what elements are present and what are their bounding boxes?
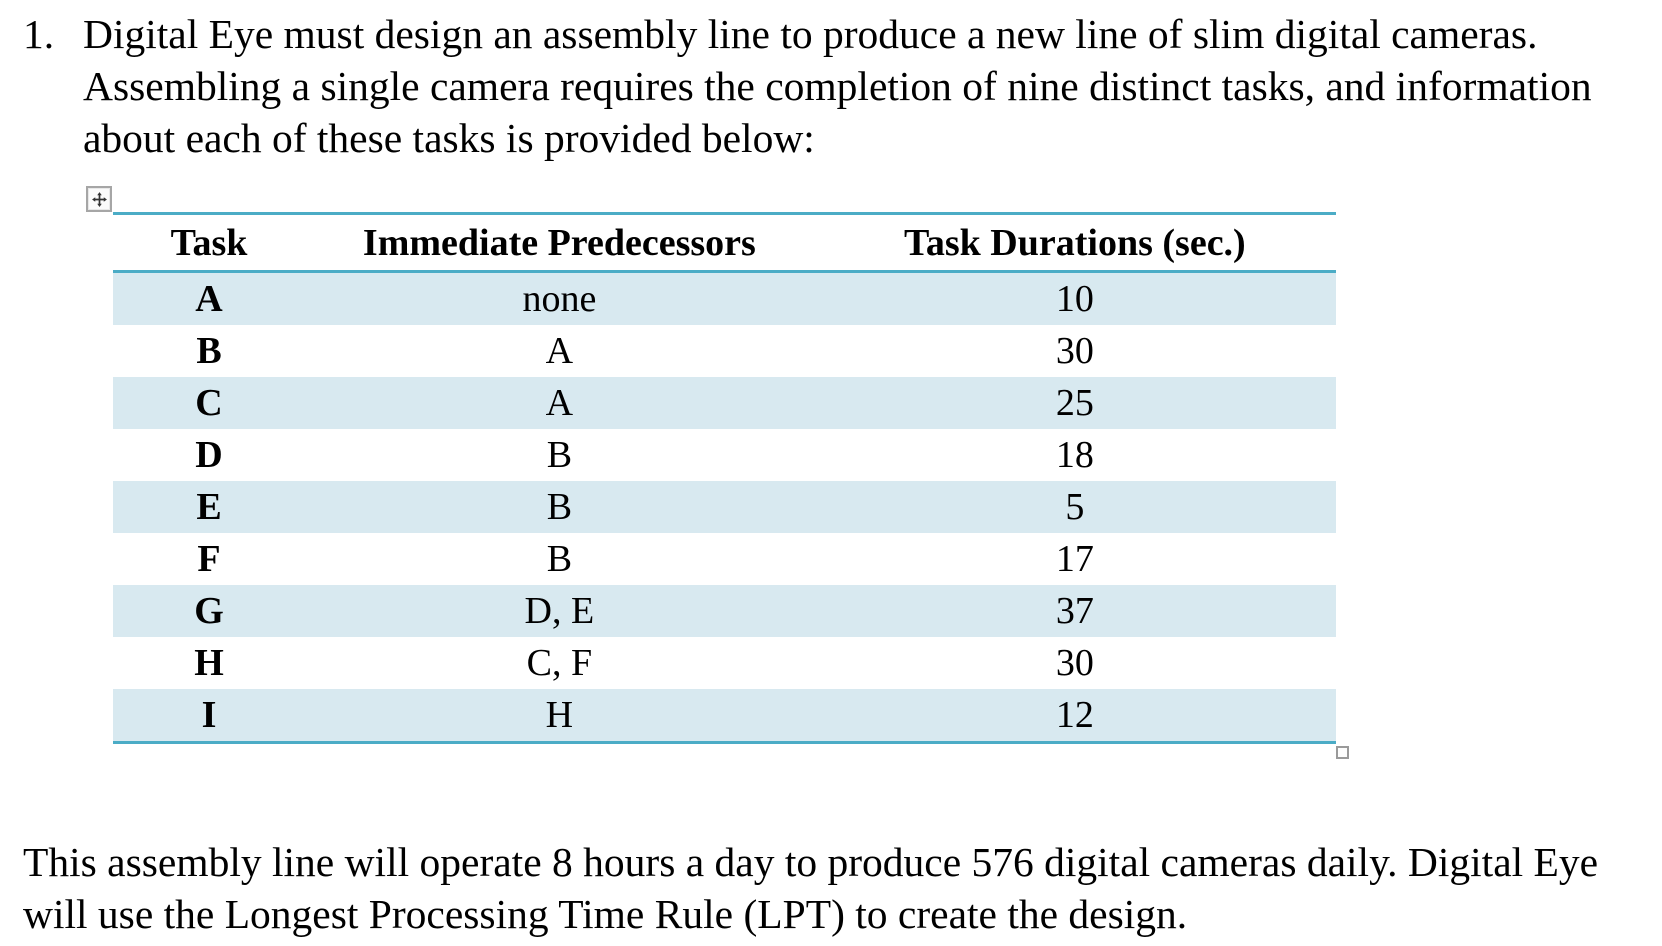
predecessors-cell: B bbox=[546, 538, 573, 580]
task-cell: H bbox=[194, 642, 224, 684]
column-header-task: Task bbox=[113, 213, 305, 273]
predecessors-cell: A bbox=[545, 330, 574, 372]
predecessors-cell: B bbox=[546, 434, 573, 476]
table-row: E B 5 bbox=[113, 481, 1336, 533]
predecessors-cell: H bbox=[305, 689, 814, 743]
duration-cell: 10 bbox=[813, 271, 1336, 325]
task-cell: E bbox=[113, 481, 305, 533]
task-cell: F bbox=[197, 538, 221, 580]
duration-cell: 37 bbox=[813, 585, 1336, 637]
predecessors-cell: D, E bbox=[305, 585, 814, 637]
column-header-durations: Task Durations (sec.) bbox=[813, 213, 1336, 273]
column-header-predecessors: Immediate Predecessors bbox=[305, 213, 814, 273]
predecessors-cell: B bbox=[305, 481, 814, 533]
text-line: Assembling a single camera requires the … bbox=[83, 63, 1592, 109]
problem-number: 1. bbox=[23, 11, 55, 57]
table-resize-handle[interactable] bbox=[1336, 746, 1349, 759]
table-row: I H 12 bbox=[113, 689, 1336, 743]
task-cell: G bbox=[113, 585, 305, 637]
duration-cell: 12 bbox=[813, 689, 1336, 743]
predecessors-cell: C, F bbox=[526, 642, 593, 684]
task-cell: C bbox=[113, 377, 305, 429]
text-line: Digital Eye must design an assembly line… bbox=[83, 11, 1538, 57]
task-cell: A bbox=[113, 271, 305, 325]
problem-text: Digital Eye must design an assembly line… bbox=[83, 8, 1643, 164]
table-row: C A 25 bbox=[113, 377, 1336, 429]
table-row: H C, F 30 bbox=[113, 637, 1336, 689]
duration-cell: 30 bbox=[1055, 642, 1094, 684]
move-arrows-icon bbox=[91, 191, 107, 207]
text-line: about each of these tasks is provided be… bbox=[83, 115, 815, 161]
table-move-handle[interactable] bbox=[86, 186, 112, 212]
text-line: This assembly line will operate 8 hours … bbox=[23, 839, 1599, 885]
task-cell: B bbox=[196, 330, 222, 372]
duration-cell: 5 bbox=[813, 481, 1336, 533]
predecessors-cell: A bbox=[305, 377, 814, 429]
footer-paragraph: This assembly line will operate 8 hours … bbox=[23, 836, 1653, 940]
duration-cell: 18 bbox=[1055, 434, 1094, 476]
duration-cell: 17 bbox=[1055, 538, 1094, 580]
duration-cell: 25 bbox=[813, 377, 1336, 429]
task-table: Task Immediate Predecessors Task Duratio… bbox=[113, 212, 1336, 744]
text-line: will use the Longest Processing Time Rul… bbox=[23, 891, 1188, 937]
task-table-container: Task Immediate Predecessors Task Duratio… bbox=[113, 212, 1336, 744]
table-row: A none 10 bbox=[113, 271, 1336, 325]
table-row: D B 18 bbox=[113, 429, 1336, 481]
duration-cell: 30 bbox=[1055, 330, 1094, 372]
task-cell: D bbox=[195, 434, 223, 476]
table-row: G D, E 37 bbox=[113, 585, 1336, 637]
table-header-row: Task Immediate Predecessors Task Duratio… bbox=[113, 213, 1336, 273]
table-row: B A 30 bbox=[113, 325, 1336, 377]
predecessors-cell: none bbox=[305, 271, 814, 325]
task-cell: I bbox=[113, 689, 305, 743]
table-row: F B 17 bbox=[113, 533, 1336, 585]
